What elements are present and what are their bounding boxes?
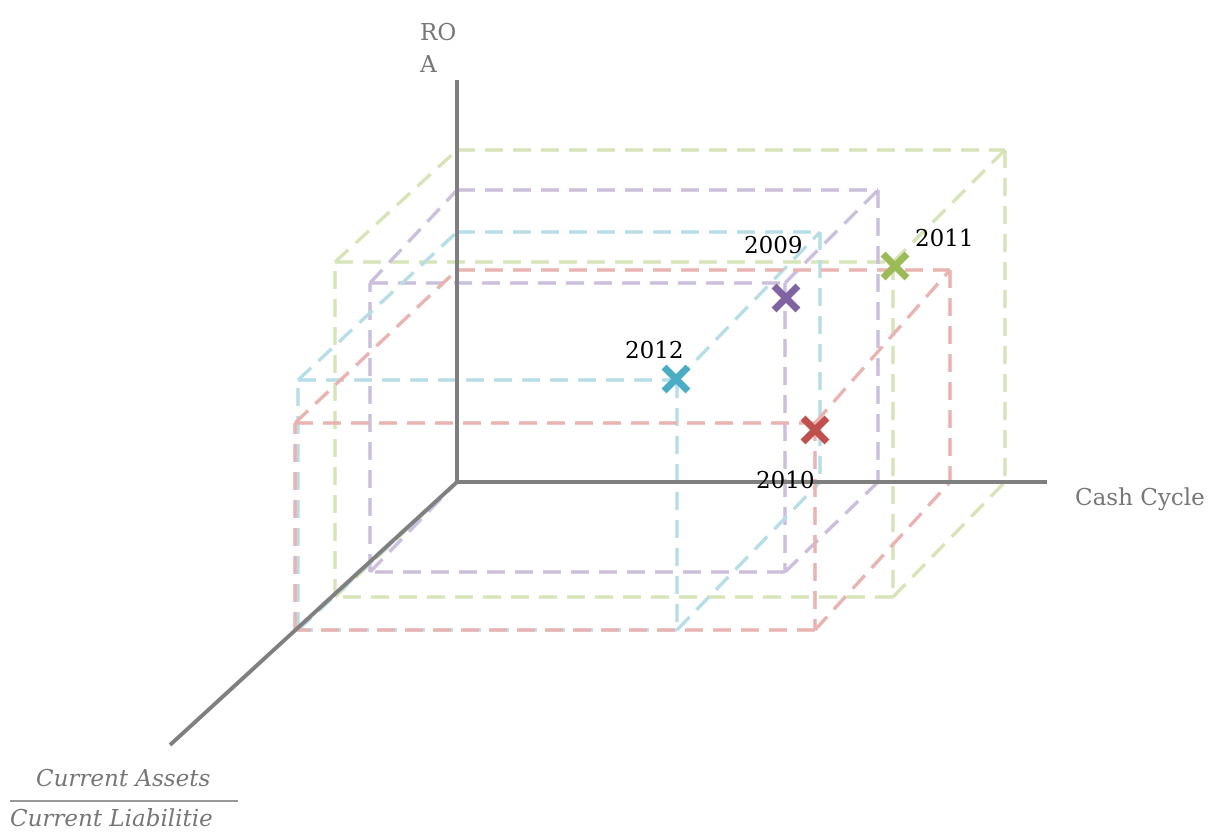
- marker: [800, 415, 830, 445]
- axes: [168, 80, 1047, 747]
- point-label: 2012: [625, 338, 684, 364]
- markers: [661, 251, 910, 445]
- marker: [771, 283, 801, 313]
- box-edge: [368, 480, 459, 574]
- box-edge: [783, 188, 880, 285]
- marker-stroke: [800, 415, 830, 445]
- box-edge: [296, 230, 459, 382]
- depth-axis: [168, 480, 459, 747]
- axis-label: Cash Cycle: [1075, 485, 1205, 511]
- box-edge: [333, 148, 459, 264]
- point-label: 2010: [756, 468, 815, 494]
- box-edge: [783, 480, 880, 574]
- marker-stroke: [880, 251, 910, 281]
- box-edge: [813, 268, 952, 425]
- box-edge: [293, 268, 459, 425]
- marker-stroke: [661, 364, 691, 394]
- box-edge: [813, 480, 952, 632]
- box-edge: [675, 230, 822, 382]
- marker: [880, 251, 910, 281]
- marker-stroke: [771, 283, 801, 313]
- dashed-box: [293, 268, 952, 632]
- marker: [661, 364, 691, 394]
- axis-label: A: [419, 52, 437, 78]
- axis-label: Current Assets: [36, 766, 210, 792]
- box-edge: [368, 188, 459, 285]
- axis-label: RO: [420, 20, 456, 46]
- box-edge: [675, 480, 822, 632]
- point-label: 2009: [744, 233, 803, 259]
- boxes: [293, 148, 1007, 632]
- box-edge: [891, 480, 1007, 599]
- clip: Current Liabilitie: [10, 806, 213, 832]
- axis-label: Current Liabilitie: [10, 806, 213, 832]
- point-label: 2011: [915, 226, 974, 252]
